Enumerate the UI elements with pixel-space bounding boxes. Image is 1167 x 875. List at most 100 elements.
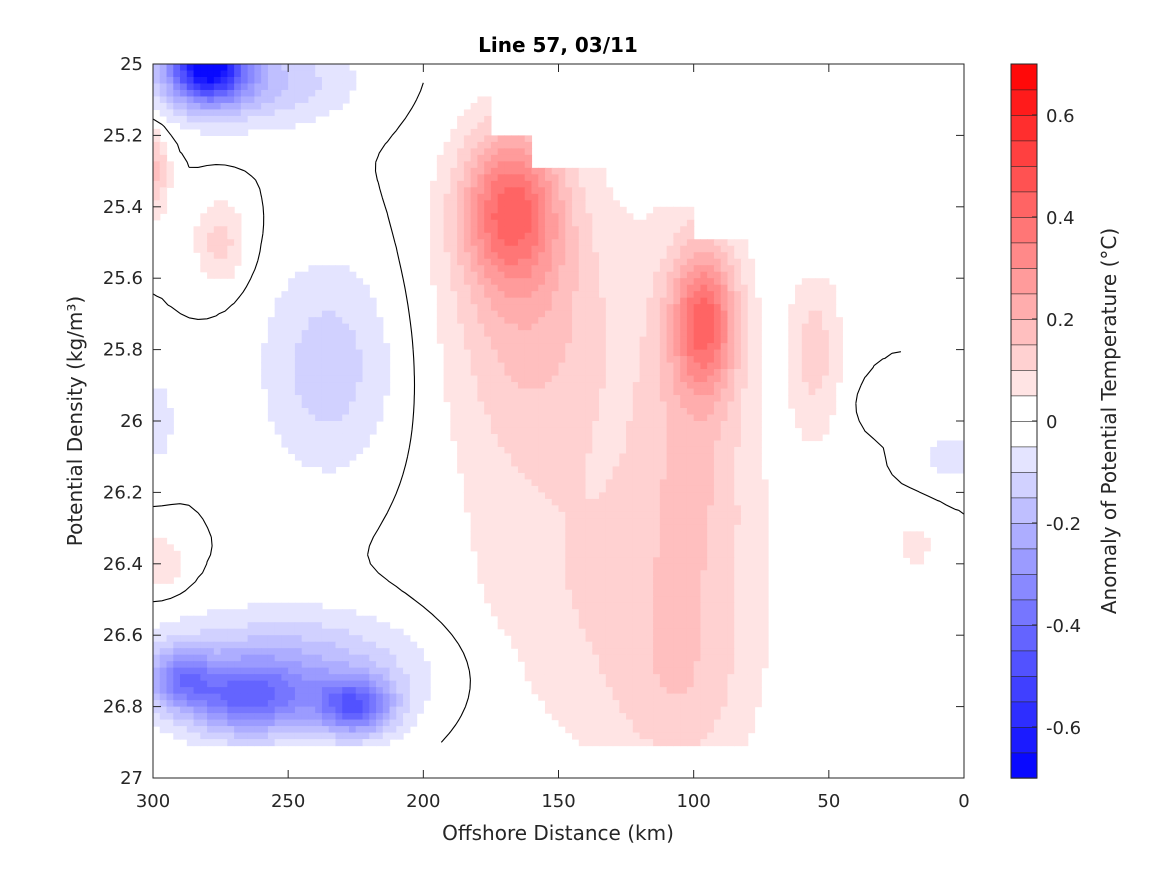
field-cell: [693, 265, 702, 273]
field-cell: [740, 323, 749, 331]
field-cell: [592, 583, 600, 591]
field-cell: [740, 550, 749, 558]
field-cell: [477, 213, 485, 221]
field-cell: [639, 343, 647, 351]
field-cell: [301, 76, 310, 85]
field-cell: [592, 304, 600, 312]
field-cell: [517, 265, 526, 273]
field-cell: [504, 602, 512, 610]
field-cell: [572, 278, 580, 286]
field-cell: [795, 330, 803, 338]
field-cell: [605, 628, 614, 636]
field-cell: [213, 239, 222, 247]
field-cell: [747, 615, 756, 623]
field-cell: [619, 388, 627, 396]
field-cell: [565, 485, 573, 493]
field-cell: [538, 498, 546, 506]
field-cell: [599, 511, 607, 519]
field-cell: [504, 485, 512, 493]
field-cell: [551, 395, 560, 403]
field-cell: [301, 310, 310, 318]
field-cell: [470, 291, 478, 299]
field-cell: [713, 615, 722, 623]
field-cell: [362, 330, 370, 338]
field-cell: [653, 661, 661, 669]
field-cell: [693, 537, 702, 545]
field-cell: [335, 89, 343, 98]
field-cell: [558, 589, 566, 597]
field-cell: [558, 433, 566, 442]
field-cell: [342, 323, 350, 331]
field-cell: [666, 622, 674, 630]
field-cell: [234, 661, 242, 669]
field-cell: [463, 109, 472, 117]
field-cell: [531, 388, 539, 396]
field-cell: [193, 680, 201, 688]
field-cell: [599, 213, 607, 221]
field-cell: [585, 518, 593, 526]
field-cell: [335, 76, 343, 85]
field-cell: [599, 395, 607, 403]
field-cell: [619, 297, 627, 305]
field-cell: [565, 219, 573, 227]
field-cell: [585, 265, 593, 273]
field-cell: [632, 219, 641, 227]
field-cell: [592, 362, 600, 370]
field-cell: [531, 258, 539, 266]
field-cell: [538, 654, 546, 662]
field-cell: [720, 440, 729, 448]
field-cell: [531, 602, 539, 610]
field-cell: [585, 304, 593, 312]
field-cell: [234, 76, 242, 85]
field-cell: [673, 596, 681, 604]
field-cell: [639, 375, 647, 383]
field-cell: [443, 317, 451, 325]
field-cell: [321, 310, 330, 318]
field-cell: [328, 648, 337, 656]
field-cell: [788, 323, 796, 331]
field-cell: [504, 291, 512, 299]
field-cell: [578, 187, 587, 195]
field-cell: [463, 330, 472, 338]
field-cell: [369, 336, 377, 344]
field-cell: [369, 330, 377, 338]
field-cell: [740, 330, 749, 338]
field-cell: [524, 336, 533, 344]
field-cell: [713, 628, 722, 636]
field-cell: [477, 245, 485, 253]
field-cell: [659, 654, 668, 662]
field-cell: [477, 323, 485, 331]
field-cell: [470, 323, 478, 331]
field-cell: [504, 317, 512, 325]
field-cell: [234, 219, 242, 227]
field-cell: [484, 161, 492, 169]
field-cell: [909, 550, 918, 558]
field-cell: [484, 459, 492, 468]
field-cell: [707, 421, 715, 429]
field-cell: [450, 226, 458, 234]
field-cell: [511, 596, 519, 604]
field-cell: [362, 622, 370, 630]
field-cell: [693, 615, 702, 623]
field-cell: [436, 226, 445, 234]
field-cell: [673, 395, 681, 403]
field-cell: [207, 226, 215, 234]
field-cell: [497, 544, 506, 552]
field-cell: [592, 667, 600, 675]
field-cell: [754, 576, 762, 584]
field-cell: [639, 356, 647, 364]
field-cell: [477, 408, 485, 416]
field-cell: [484, 524, 492, 532]
field-cell: [321, 284, 330, 292]
field-cell: [153, 154, 161, 162]
field-cell: [240, 70, 249, 78]
field-cell: [288, 96, 296, 104]
field-cell: [639, 648, 647, 656]
field-cell: [234, 641, 242, 649]
field-cell: [267, 96, 276, 104]
field-cell: [808, 330, 816, 338]
field-cell: [281, 343, 289, 351]
field-cell: [369, 356, 377, 364]
field-cell: [166, 414, 174, 422]
field-cell: [828, 349, 837, 357]
